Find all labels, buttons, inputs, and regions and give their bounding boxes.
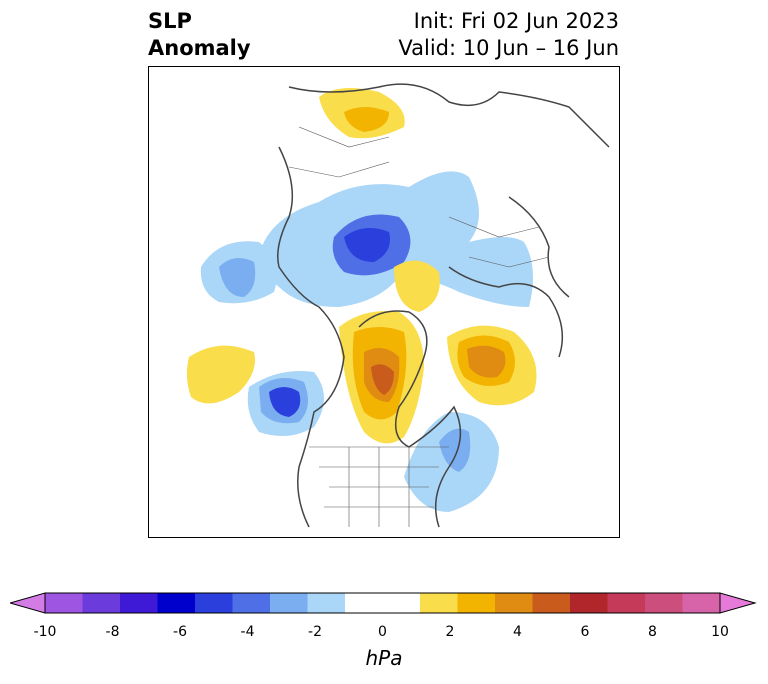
colorbar-tick-label: -4 [240, 624, 255, 640]
colorbar-tick-label: 6 [580, 624, 590, 640]
colorbar-unit: hPa [365, 646, 403, 670]
title-line-anomaly: Anomaly [148, 36, 251, 60]
init-date: Init: Fri 02 Jun 2023 [413, 9, 619, 33]
colorbar [10, 592, 757, 614]
colorbar-cell [645, 593, 683, 613]
colorbar-tick-label: 0 [378, 624, 387, 640]
colorbar-cell [532, 593, 571, 613]
colorbar-cell [682, 593, 721, 613]
colorbar-cell [495, 593, 533, 613]
colorbar-cell [195, 593, 233, 613]
colorbar-tick-label: 2 [445, 624, 455, 640]
positive-anomaly [186, 88, 537, 444]
map-panel [148, 66, 620, 538]
colorbar-cell [607, 593, 646, 613]
colorbar-cell [420, 593, 458, 613]
colorbar-tick-label: 4 [513, 624, 522, 640]
title-line-slp: SLP [148, 9, 192, 33]
slp-anomaly-map [186, 83, 610, 528]
colorbar-tick-label: -8 [105, 624, 120, 640]
colorbar-tick-label: 10 [711, 624, 729, 640]
colorbar-tick-label: -2 [308, 624, 322, 640]
colorbar-min-extend-arrow [10, 592, 46, 614]
valid-range: Valid: 10 Jun – 16 Jun [398, 36, 619, 60]
colorbar-tick-label: -6 [173, 624, 187, 640]
map-title: SLP Anomaly [148, 8, 251, 62]
negative-anomaly-medium [219, 214, 471, 472]
colorbar-cell [382, 593, 421, 613]
colorbar-tick-label: 8 [648, 624, 657, 640]
colorbar-cell [570, 593, 608, 613]
coastlines [277, 83, 610, 528]
country-borders [288, 126, 550, 527]
colorbar-cell [157, 593, 196, 613]
colorbar-max-extend-arrow [719, 592, 757, 614]
colorbar-cell [345, 593, 383, 613]
colorbar-cell [45, 593, 83, 613]
colorbar-cell [307, 593, 346, 613]
colorbar-cell [82, 593, 121, 613]
date-info: Init: Fri 02 Jun 2023 Valid: 10 Jun – 16… [398, 8, 619, 62]
colorbar-tick-label: -10 [33, 624, 57, 640]
colorbar-cell [457, 593, 496, 613]
colorbar-cell [232, 593, 271, 613]
colorbar-cell [120, 593, 158, 613]
colorbar-cell [270, 593, 308, 613]
